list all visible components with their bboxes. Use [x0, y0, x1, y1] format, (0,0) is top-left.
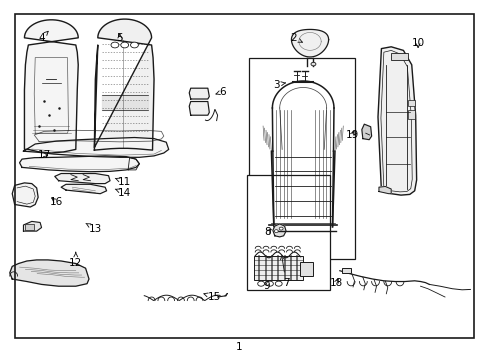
Bar — [299, 262, 313, 276]
Polygon shape — [23, 138, 168, 157]
Circle shape — [257, 281, 264, 286]
Bar — [246, 175, 329, 290]
Text: 2: 2 — [289, 33, 302, 43]
Text: 19: 19 — [345, 130, 358, 140]
Text: 9: 9 — [263, 281, 269, 291]
Bar — [407, 100, 414, 106]
Polygon shape — [24, 20, 78, 153]
Text: 4: 4 — [38, 31, 48, 43]
Polygon shape — [378, 186, 390, 194]
Text: 11: 11 — [115, 177, 131, 187]
Text: 8: 8 — [264, 227, 271, 237]
Polygon shape — [10, 260, 89, 286]
Polygon shape — [55, 174, 110, 184]
Polygon shape — [377, 47, 416, 195]
Text: 14: 14 — [115, 188, 131, 198]
Text: 10: 10 — [411, 38, 424, 48]
Text: 3: 3 — [272, 80, 285, 90]
Polygon shape — [61, 184, 106, 194]
Text: 1: 1 — [236, 342, 243, 352]
Text: 6: 6 — [216, 87, 225, 97]
Circle shape — [275, 281, 282, 286]
Bar — [342, 268, 350, 273]
Polygon shape — [20, 156, 139, 172]
Text: 15: 15 — [203, 292, 221, 302]
Bar — [407, 110, 414, 119]
Circle shape — [310, 62, 315, 66]
Bar — [249, 58, 354, 259]
Circle shape — [266, 281, 273, 286]
Text: 17: 17 — [37, 150, 51, 160]
Text: 12: 12 — [69, 252, 82, 268]
Polygon shape — [361, 124, 371, 140]
Polygon shape — [189, 102, 209, 115]
Bar — [390, 53, 407, 60]
Polygon shape — [12, 183, 38, 207]
Text: 16: 16 — [49, 197, 63, 207]
Text: 5: 5 — [116, 33, 123, 43]
Circle shape — [274, 230, 278, 233]
Bar — [25, 224, 34, 230]
Polygon shape — [23, 221, 41, 231]
Polygon shape — [291, 30, 328, 57]
Circle shape — [111, 42, 119, 48]
Text: 7: 7 — [280, 256, 289, 288]
Circle shape — [121, 42, 128, 48]
Bar — [254, 256, 303, 280]
Text: 18: 18 — [329, 278, 343, 288]
Circle shape — [279, 227, 283, 230]
Text: 13: 13 — [86, 224, 102, 234]
Polygon shape — [272, 224, 285, 237]
Circle shape — [130, 42, 138, 48]
Polygon shape — [189, 88, 209, 99]
Polygon shape — [94, 19, 154, 150]
